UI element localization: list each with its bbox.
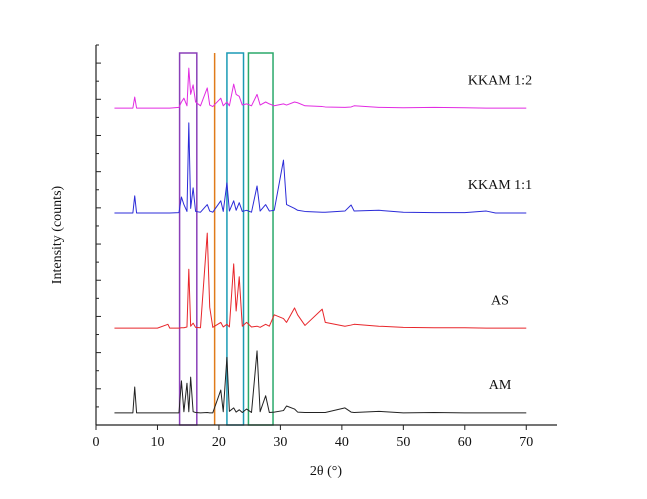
y-axis-ticks — [96, 44, 101, 426]
x-axis-label: 2θ (°) — [310, 464, 342, 479]
series-line — [114, 67, 527, 109]
series-label: AM — [489, 378, 512, 393]
x-tick-label: 0 — [93, 435, 100, 450]
highlight-box — [247, 52, 274, 426]
x-tick-label: 40 — [335, 435, 349, 450]
series-label: KKAM 1:2 — [468, 73, 532, 88]
x-tick-label: 50 — [396, 435, 410, 450]
y-axis-label: Intensity (counts) — [50, 185, 65, 284]
series-label: KKAM 1:1 — [468, 178, 532, 193]
x-tick-label: 10 — [150, 435, 164, 450]
highlight-box — [178, 52, 198, 426]
series-line — [114, 122, 527, 214]
x-tick-label: 30 — [273, 435, 287, 450]
x-tick-label: 20 — [212, 435, 226, 450]
series-line — [114, 350, 527, 414]
series-label: AS — [491, 293, 509, 308]
series-line — [114, 232, 527, 329]
highlight-box — [226, 52, 245, 426]
x-tick-label: 70 — [519, 435, 533, 450]
x-tick-label: 60 — [458, 435, 472, 450]
